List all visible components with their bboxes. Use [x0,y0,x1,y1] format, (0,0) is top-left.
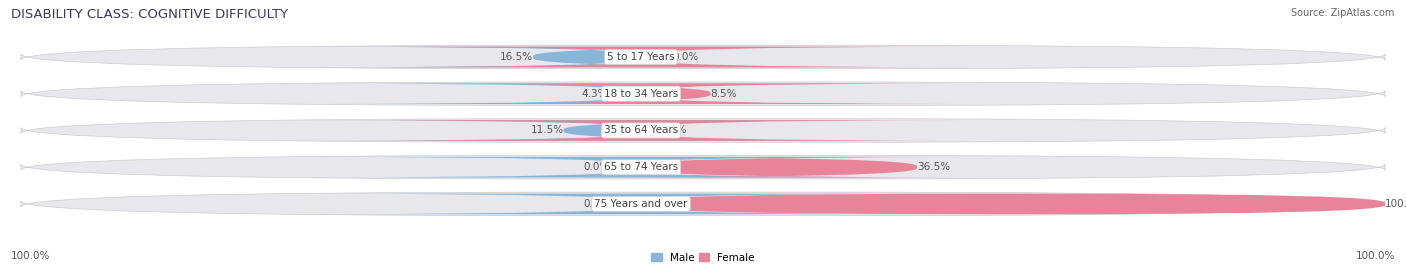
Text: 4.3%: 4.3% [581,89,607,99]
FancyBboxPatch shape [304,47,877,67]
FancyBboxPatch shape [21,119,1385,142]
Text: 5 to 17 Years: 5 to 17 Years [607,52,675,62]
FancyBboxPatch shape [304,83,952,104]
FancyBboxPatch shape [572,157,979,178]
FancyBboxPatch shape [304,194,953,214]
Text: 75 Years and over: 75 Years and over [595,199,688,209]
Text: 100.0%: 100.0% [1385,199,1406,209]
Text: 36.5%: 36.5% [917,162,950,172]
Text: 35 to 64 Years: 35 to 64 Years [603,125,678,136]
FancyBboxPatch shape [316,120,979,141]
Text: 0.0%: 0.0% [583,162,609,172]
FancyBboxPatch shape [366,83,979,104]
Text: 11.5%: 11.5% [530,125,564,136]
Text: 0.0%: 0.0% [583,199,609,209]
Text: DISABILITY CLASS: COGNITIVE DIFFICULTY: DISABILITY CLASS: COGNITIVE DIFFICULTY [11,8,288,21]
FancyBboxPatch shape [21,192,1385,216]
FancyBboxPatch shape [304,157,953,178]
FancyBboxPatch shape [21,45,1385,69]
FancyBboxPatch shape [21,155,1385,179]
Text: Source: ZipAtlas.com: Source: ZipAtlas.com [1291,8,1395,18]
FancyBboxPatch shape [328,47,979,67]
Text: 16.5%: 16.5% [499,52,533,62]
FancyBboxPatch shape [21,82,1385,105]
Text: 8.5%: 8.5% [710,89,737,99]
Text: 65 to 74 Years: 65 to 74 Years [603,162,678,172]
Text: 18 to 34 Years: 18 to 34 Years [603,89,678,99]
Text: 0.0%: 0.0% [672,52,699,62]
FancyBboxPatch shape [304,120,908,141]
Text: 100.0%: 100.0% [1355,251,1395,261]
FancyBboxPatch shape [634,194,1385,214]
Text: 1.8%: 1.8% [661,125,688,136]
Legend: Male, Female: Male, Female [651,253,755,263]
Text: 100.0%: 100.0% [11,251,51,261]
